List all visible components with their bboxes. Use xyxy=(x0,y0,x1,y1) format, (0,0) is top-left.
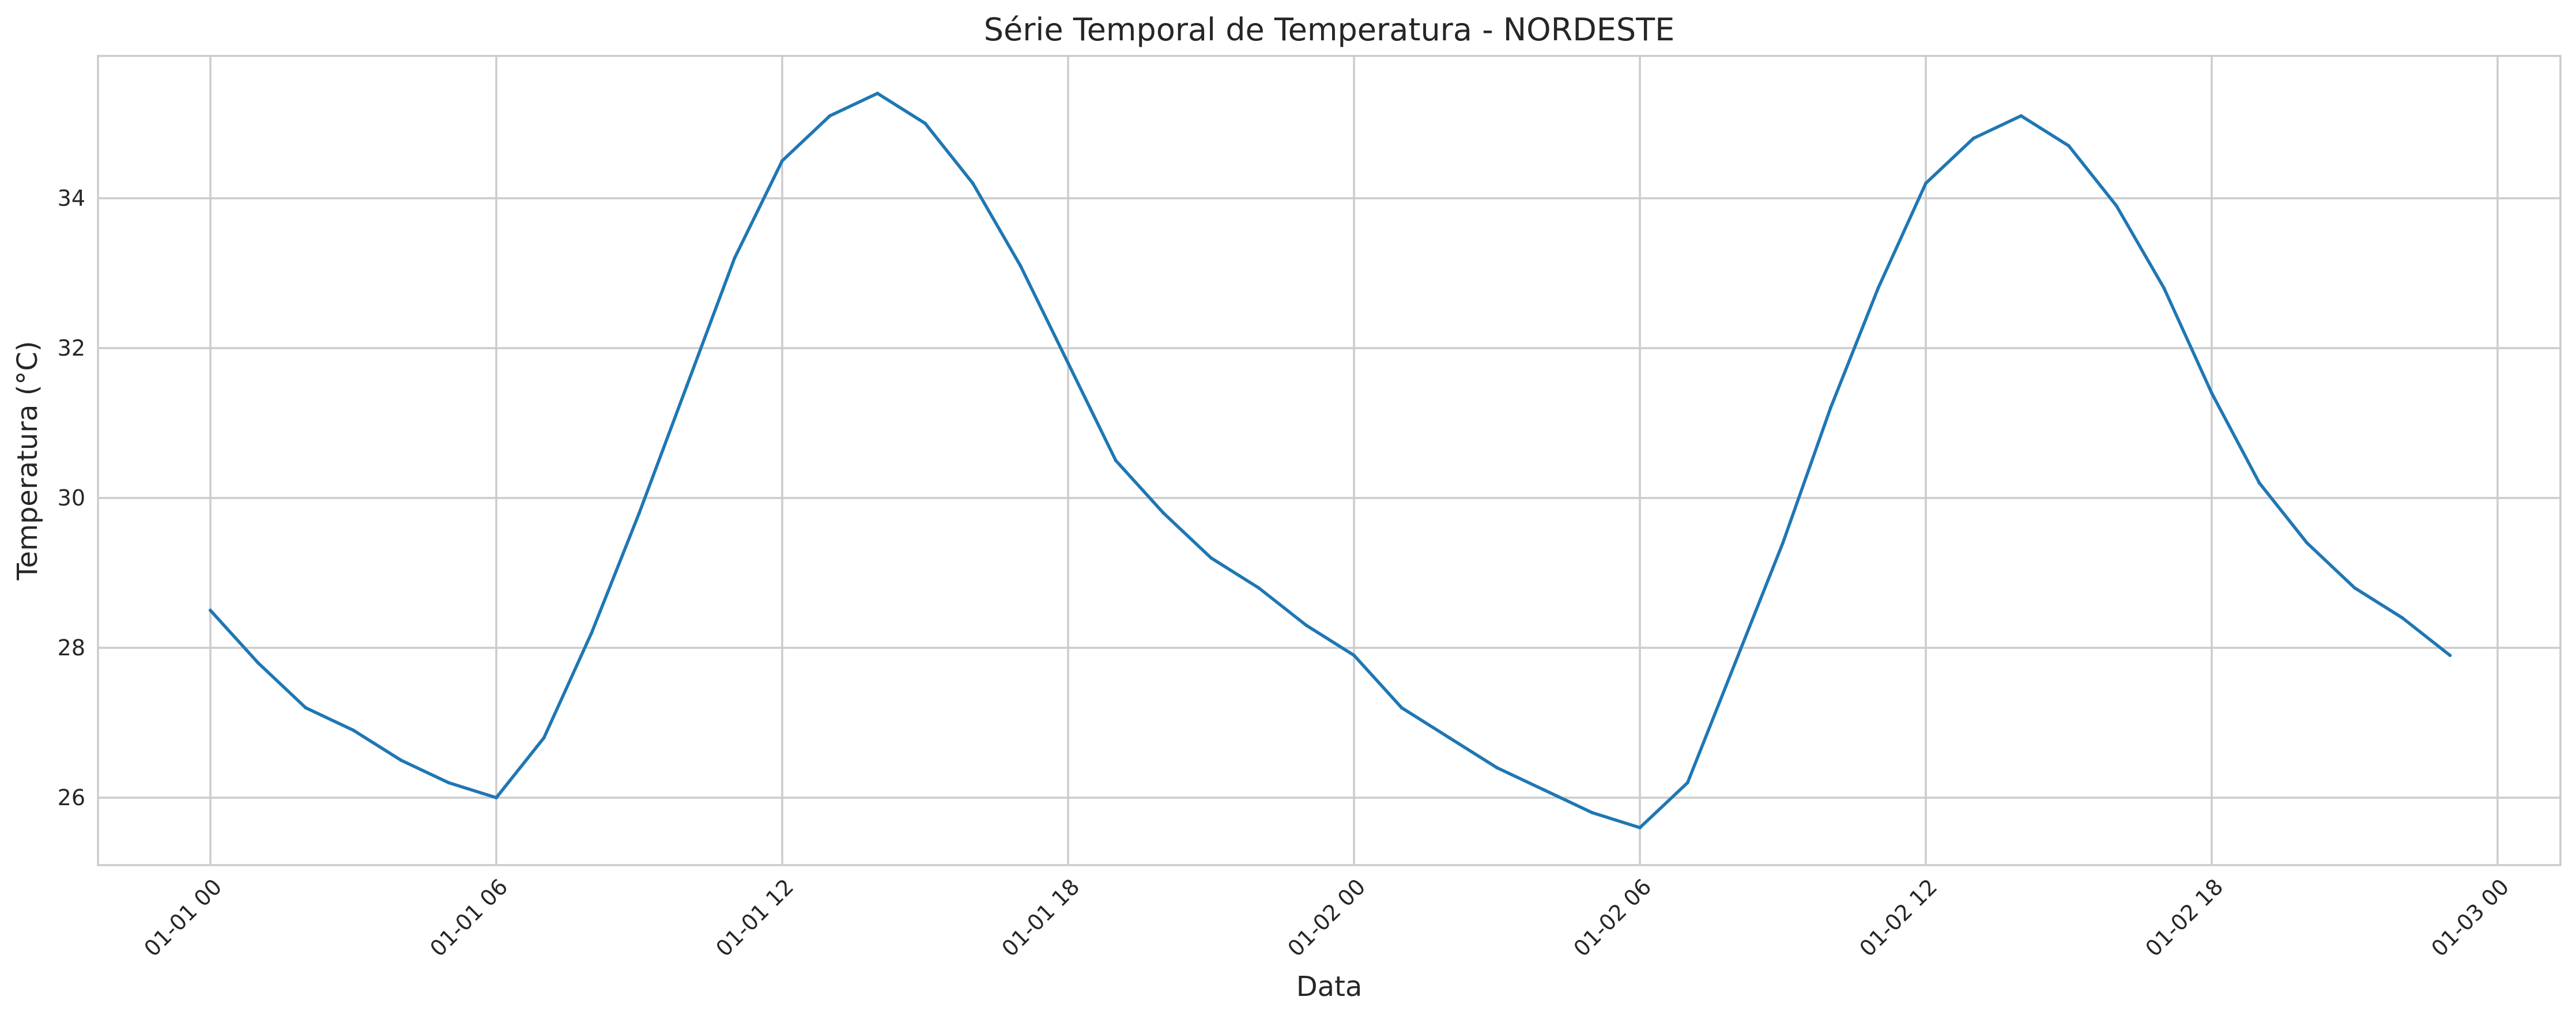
grid-lines xyxy=(98,56,2560,865)
data-point xyxy=(2448,654,2452,657)
data-point xyxy=(1638,826,1642,829)
data-point xyxy=(542,736,546,739)
x-tick-label: 01-01 06 xyxy=(425,874,512,961)
x-tick-label: 01-01 00 xyxy=(139,874,227,961)
data-point xyxy=(1685,781,1689,784)
data-point xyxy=(1971,137,1975,140)
data-point xyxy=(923,122,927,125)
data-point xyxy=(209,609,212,612)
data-point xyxy=(1924,182,1928,185)
x-tick-label: 01-02 18 xyxy=(2140,874,2228,961)
data-point xyxy=(1781,541,1785,545)
data-point xyxy=(495,796,498,799)
data-point xyxy=(733,256,737,260)
data-point xyxy=(2162,286,2166,290)
data-point xyxy=(1876,286,1880,290)
data-point xyxy=(399,758,403,762)
data-point xyxy=(2305,541,2309,545)
x-axis-label: Data xyxy=(1296,971,1363,1003)
data-point xyxy=(2210,391,2213,395)
data-point xyxy=(971,182,975,185)
data-point xyxy=(780,159,784,163)
data-point xyxy=(352,729,355,732)
y-tick-label: 26 xyxy=(58,785,85,810)
y-tick-label: 34 xyxy=(58,186,85,211)
data-point xyxy=(1495,766,1499,769)
data-point xyxy=(1828,406,1832,410)
x-tick-label: 01-02 00 xyxy=(1283,874,1370,961)
data-point xyxy=(2353,586,2356,590)
data-point xyxy=(304,706,308,709)
data-point xyxy=(447,781,451,784)
data-point xyxy=(1304,624,1308,627)
data-point xyxy=(1352,654,1356,657)
chart-title: Série Temporal de Temperatura - NORDESTE xyxy=(984,12,1675,48)
data-point xyxy=(1447,736,1451,739)
data-point xyxy=(638,511,641,515)
data-point xyxy=(828,114,832,118)
data-point xyxy=(1209,556,1213,560)
x-tick-label: 01-01 12 xyxy=(711,874,798,961)
data-point xyxy=(876,92,880,95)
y-tick-label: 28 xyxy=(58,635,85,661)
data-point xyxy=(256,661,260,665)
y-tick-label: 32 xyxy=(58,335,85,361)
data-point xyxy=(2114,204,2118,207)
data-point xyxy=(590,631,594,635)
series-line xyxy=(209,92,2452,829)
data-point xyxy=(1019,264,1023,267)
data-point xyxy=(1542,788,1547,792)
x-tick-label: 01-02 12 xyxy=(1854,874,1942,961)
data-point xyxy=(1400,706,1404,709)
x-tick-label: 01-03 00 xyxy=(2426,874,2514,961)
data-point xyxy=(1733,661,1737,665)
data-point xyxy=(1161,511,1166,515)
data-point xyxy=(2019,114,2023,118)
data-point xyxy=(1066,361,1070,365)
series-layer xyxy=(209,92,2452,829)
y-axis-ticks: 26 28 30 32 34 xyxy=(58,186,85,810)
data-point xyxy=(2067,144,2070,148)
data-point xyxy=(685,384,689,387)
x-axis-ticks: 01-01 00 01-01 06 01-01 12 01-01 18 01-02 00… xyxy=(139,874,2514,961)
x-tick-label: 01-01 18 xyxy=(997,874,1084,961)
y-axis-label: Temperatura (°C) xyxy=(12,341,44,580)
data-point xyxy=(1590,811,1594,814)
data-point xyxy=(1257,586,1261,590)
x-tick-label: 01-02 06 xyxy=(1568,874,1656,961)
plot-area-frame xyxy=(97,55,2562,866)
data-point xyxy=(1114,459,1118,462)
data-point xyxy=(2257,481,2261,485)
data-point xyxy=(2400,616,2404,620)
y-tick-label: 30 xyxy=(58,485,85,511)
